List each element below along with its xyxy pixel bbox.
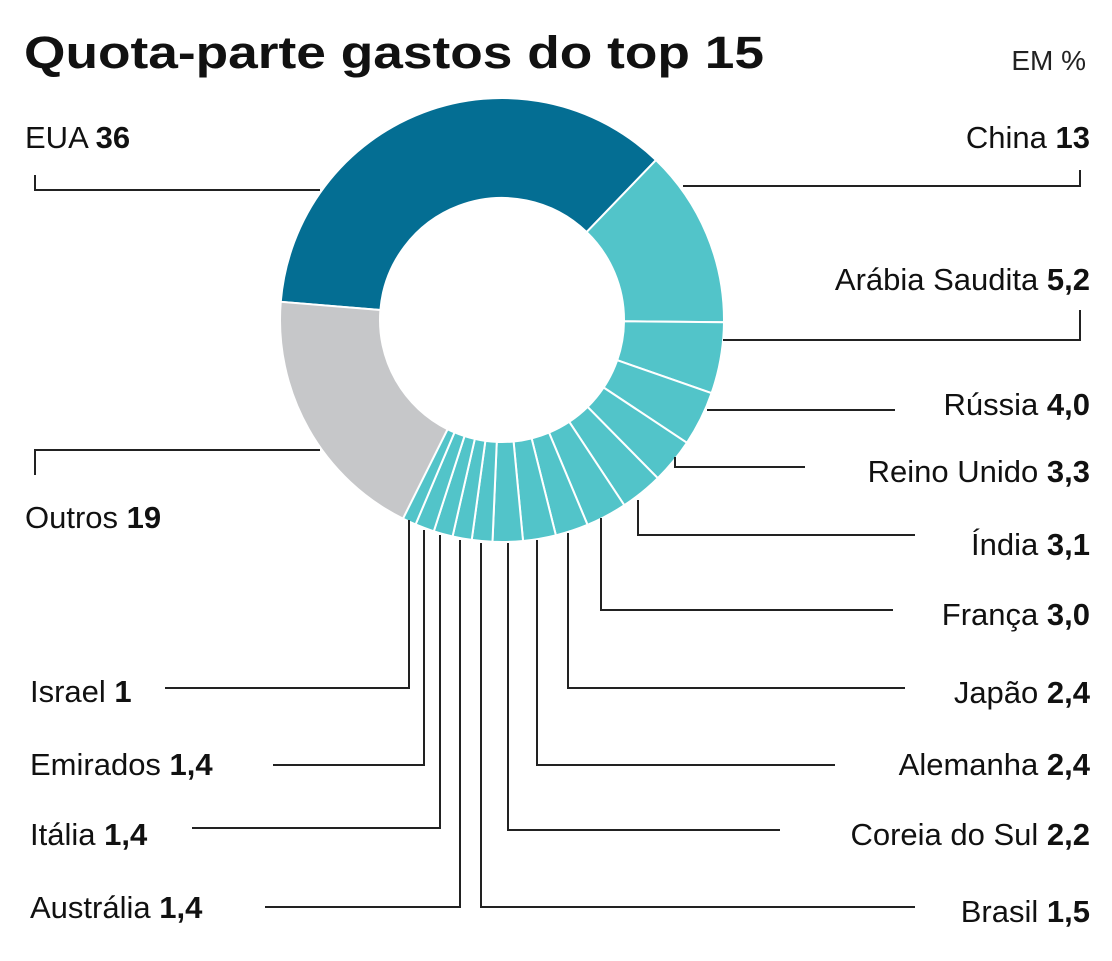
label-name: Emirados: [30, 747, 170, 782]
unit-label: EM %: [1011, 45, 1086, 76]
slice-labels: EUA 36 China 13 Arábia Saudita 5,2 Rússia 4…: [25, 120, 1091, 929]
label-value: 3,1: [1047, 527, 1090, 562]
label-value: 2,4: [1047, 747, 1091, 782]
slices: [279, 97, 725, 543]
label-name: China: [966, 120, 1056, 155]
label-frança: França 3,0: [942, 597, 1090, 632]
label-name: Reino Unido: [868, 454, 1047, 489]
label-name: Outros: [25, 500, 127, 535]
leader-line-eua: [34, 175, 320, 191]
label-value: 5,2: [1047, 262, 1090, 297]
label-índia: Índia 3,1: [971, 527, 1090, 562]
slice-eua: [279, 97, 658, 312]
leader-line-brasil: [480, 543, 915, 908]
label-name: Arábia Saudita: [835, 262, 1047, 297]
label-outros: Outros 19: [25, 500, 161, 535]
leader-line-arábia-saudita: [723, 310, 1081, 341]
label-value: 1,5: [1047, 894, 1090, 929]
leader-line-coreia-do-sul: [507, 543, 780, 831]
label-value: 1: [114, 674, 131, 709]
leader-line-reino-unido: [674, 457, 805, 468]
label-value: 3,3: [1047, 454, 1090, 489]
label-name: Alemanha: [899, 747, 1047, 782]
leader-line-israel: [165, 520, 410, 689]
label-itália: Itália 1,4: [30, 817, 148, 852]
leader-line-austrália: [265, 540, 461, 908]
label-coreia-do-sul: Coreia do Sul 2,2: [850, 817, 1090, 852]
label-alemanha: Alemanha 2,4: [899, 747, 1091, 782]
label-austrália: Austrália 1,4: [30, 890, 203, 925]
slice-outros: [279, 300, 449, 521]
label-china: China 13: [966, 120, 1090, 155]
label-value: 1,4: [159, 890, 203, 925]
label-name: Índia: [971, 527, 1047, 562]
label-name: Brasil: [961, 894, 1047, 929]
label-value: 19: [127, 500, 161, 535]
leader-line-frança: [600, 518, 893, 611]
chart-title: Quota-parte gastos do top 15: [24, 27, 764, 78]
label-japão: Japão 2,4: [954, 675, 1091, 710]
label-value: 13: [1056, 120, 1090, 155]
label-name: Itália: [30, 817, 104, 852]
label-eua: EUA 36: [25, 120, 130, 155]
label-name: Austrália: [30, 890, 159, 925]
label-value: 1,4: [170, 747, 214, 782]
leader-line-japão: [567, 533, 905, 689]
label-arábia-saudita: Arábia Saudita 5,2: [835, 262, 1090, 297]
leader-lines: [34, 170, 1081, 908]
label-value: 2,2: [1047, 817, 1090, 852]
label-name: Rússia: [944, 387, 1047, 422]
label-value: 36: [96, 120, 130, 155]
label-israel: Israel 1: [30, 674, 132, 709]
label-name: Coreia do Sul: [850, 817, 1046, 852]
label-value: 4,0: [1047, 387, 1090, 422]
label-name: Japão: [954, 675, 1047, 710]
label-name: EUA: [25, 120, 96, 155]
label-value: 2,4: [1047, 675, 1091, 710]
label-brasil: Brasil 1,5: [961, 894, 1090, 929]
label-name: Israel: [30, 674, 114, 709]
label-value: 1,4: [104, 817, 148, 852]
leader-line-china: [683, 170, 1081, 187]
leader-line-itália: [192, 535, 441, 829]
leader-line-emirados: [273, 530, 425, 766]
label-name: França: [942, 597, 1047, 632]
label-rússia: Rússia 4,0: [944, 387, 1090, 422]
leader-line-alemanha: [536, 540, 835, 766]
label-value: 3,0: [1047, 597, 1090, 632]
label-emirados: Emirados 1,4: [30, 747, 213, 782]
leader-line-outros: [34, 449, 320, 475]
leader-line-índia: [637, 500, 915, 536]
label-reino-unido: Reino Unido 3,3: [868, 454, 1090, 489]
